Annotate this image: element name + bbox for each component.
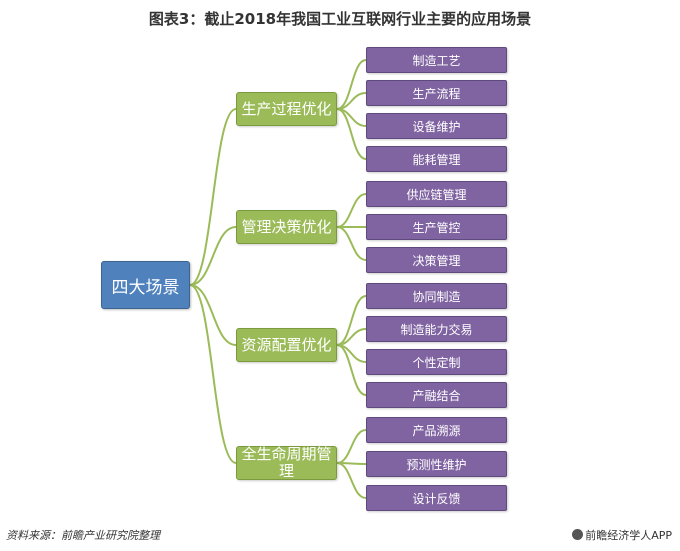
category-to-leaf-connector — [336, 108, 367, 160]
category-to-leaf-connector — [336, 429, 367, 464]
leaf-node: 协同制造 — [366, 283, 507, 309]
root-node: 四大场景 — [101, 261, 190, 309]
category-to-leaf-connector — [336, 193, 367, 228]
brand-logo-icon — [572, 529, 584, 540]
brand-label: 前瞻经济学人APP — [572, 527, 672, 543]
leaf-node: 制造工艺 — [366, 47, 507, 73]
source-note: 资料来源：前瞻产业研究院整理 — [6, 529, 160, 542]
category-node-lifecycle: 全生命周期管理 — [236, 446, 337, 480]
page-title: 图表3：截止2018年我国工业互联网行业主要的应用场景 — [148, 10, 532, 28]
leaf-node: 供应链管理 — [366, 181, 507, 207]
leaf-node: 生产流程 — [366, 80, 507, 106]
category-to-leaf-connector — [336, 344, 367, 396]
root-to-category-connector — [189, 284, 237, 346]
root-to-category-connector — [189, 226, 237, 286]
leaf-node: 个性定制 — [366, 349, 507, 375]
leaf-node: 预测性维护 — [366, 451, 507, 477]
root-to-category-connector — [189, 108, 237, 286]
category-to-leaf-connector — [336, 226, 367, 261]
leaf-node: 产品溯源 — [366, 417, 507, 443]
category-to-leaf-connector — [336, 462, 367, 499]
category-node-management: 管理决策优化 — [236, 210, 337, 244]
category-node-resource: 资源配置优化 — [236, 328, 337, 362]
leaf-node: 设计反馈 — [366, 485, 507, 511]
root-to-category-connector — [189, 284, 237, 464]
leaf-node: 生产管控 — [366, 214, 507, 240]
leaf-node: 能耗管理 — [366, 146, 507, 172]
leaf-node: 制造能力交易 — [366, 316, 507, 342]
leaf-node: 决策管理 — [366, 247, 507, 273]
leaf-node: 设备维护 — [366, 113, 507, 139]
leaf-node: 产融结合 — [366, 382, 507, 408]
brand-text: 前瞻经济学人APP — [585, 529, 672, 542]
category-node-production: 生产过程优化 — [236, 92, 337, 126]
